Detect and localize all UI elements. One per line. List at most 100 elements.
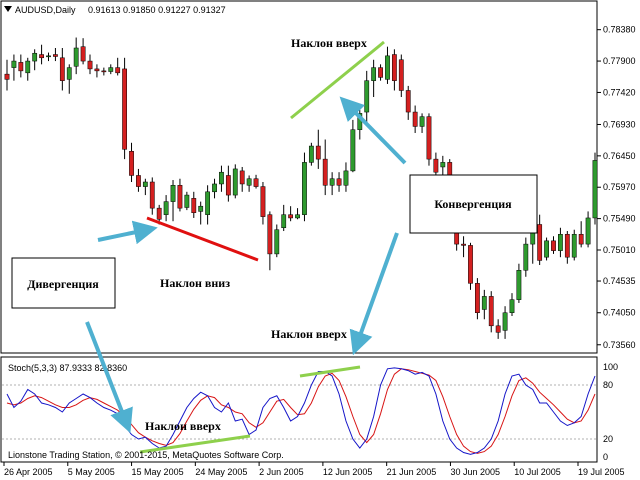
candle — [136, 168, 141, 192]
candle — [267, 211, 273, 271]
candle-body — [101, 70, 107, 73]
candle — [412, 105, 418, 133]
candle-body — [212, 183, 217, 193]
ohlc-readout: 0.91613 0.91850 0.91227 0.91327 — [88, 5, 226, 15]
candle — [53, 47, 58, 62]
candle-body — [495, 325, 501, 333]
candle — [212, 178, 217, 199]
candle — [385, 46, 390, 84]
candle-body — [260, 186, 266, 217]
candle — [253, 174, 259, 189]
date-tick-label: 10 Jul 2005 — [514, 467, 561, 477]
candle — [295, 208, 300, 220]
candle-body — [18, 62, 24, 72]
candle — [115, 57, 121, 76]
candle-body — [523, 243, 529, 271]
candle — [398, 54, 404, 98]
price-tick-label: 0.76450 — [603, 151, 636, 161]
candle-body — [398, 59, 404, 91]
candle — [25, 57, 31, 81]
stoch-level-label: 20 — [603, 434, 613, 444]
candle-body — [232, 168, 238, 196]
candle-body — [405, 90, 411, 113]
candle — [232, 164, 238, 199]
candle-body — [419, 116, 425, 127]
candle-body — [66, 67, 72, 80]
candle — [219, 165, 224, 192]
candle-body — [461, 243, 466, 246]
stoch-level-label: 0 — [603, 452, 608, 462]
price-tick-label: 0.75970 — [603, 182, 636, 192]
slope-up-middle-label: Наклон вверх — [271, 327, 347, 341]
candle-body — [11, 60, 17, 68]
arrow-to-oscillator-icon — [349, 232, 399, 356]
date-tick-label: 24 May 2005 — [195, 467, 247, 477]
slope-up-osc-label: Наклон вверх — [145, 419, 221, 433]
candle-body — [32, 52, 38, 62]
candle — [315, 129, 321, 169]
candle-body — [225, 175, 231, 196]
trend-line-up-osc-top — [299, 365, 361, 378]
candle-body — [115, 67, 121, 74]
candle-body — [184, 194, 190, 208]
candle — [39, 44, 44, 65]
candles-layer — [4, 37, 598, 339]
price-tick-label: 0.73560 — [603, 340, 636, 350]
candle-body — [537, 224, 543, 261]
candle — [336, 172, 342, 192]
stoch-level-label: 80 — [603, 380, 613, 390]
candle-body — [4, 73, 10, 80]
candle-body — [253, 178, 259, 187]
candle — [66, 64, 72, 94]
candle-body — [281, 214, 287, 229]
candle-body — [142, 181, 148, 187]
price-tick-label: 0.74535 — [603, 276, 636, 286]
candle — [322, 139, 328, 196]
candle — [11, 54, 17, 81]
divergence-box — [11, 257, 116, 309]
stoch-label: Stoch(5,3,3) 87.9333 82.8360 — [8, 363, 127, 373]
candle-body — [170, 185, 176, 202]
candle — [558, 227, 563, 258]
candle — [184, 191, 190, 211]
stoch-signal-line — [6, 368, 596, 454]
candle — [371, 59, 377, 98]
candle-body — [198, 205, 204, 212]
candle — [246, 175, 252, 192]
price-tick-label: 0.75010 — [603, 245, 636, 255]
candle-body — [163, 201, 169, 215]
candle-body — [239, 170, 245, 185]
candle-body — [468, 245, 473, 284]
candle — [101, 67, 107, 76]
candle — [87, 54, 93, 75]
dropdown-triangle-icon[interactable] — [4, 6, 12, 12]
candle-body — [288, 214, 294, 219]
price-tick-label: 0.76930 — [603, 119, 636, 129]
trend-line-up-price — [290, 40, 385, 120]
candle — [433, 152, 439, 178]
candle — [94, 64, 100, 78]
candle — [260, 182, 266, 225]
candle-body — [558, 234, 563, 251]
candle-body — [502, 312, 508, 331]
candle-body — [371, 67, 377, 81]
candle — [523, 237, 529, 277]
candle-body — [426, 116, 432, 160]
candle-body — [378, 67, 383, 78]
stoch-levels: 100 80 20 0 — [2, 362, 618, 462]
candle — [288, 206, 294, 222]
candle-body — [219, 171, 224, 185]
candle-body — [156, 207, 162, 220]
candle-body — [343, 170, 349, 186]
candle — [578, 221, 584, 248]
candle-body — [592, 160, 598, 219]
candle-body — [59, 57, 65, 81]
candle-body — [205, 191, 211, 215]
candle — [481, 289, 487, 320]
candle-body — [329, 178, 335, 186]
candle — [18, 54, 24, 78]
candle-body — [509, 299, 515, 313]
candle — [468, 242, 473, 290]
